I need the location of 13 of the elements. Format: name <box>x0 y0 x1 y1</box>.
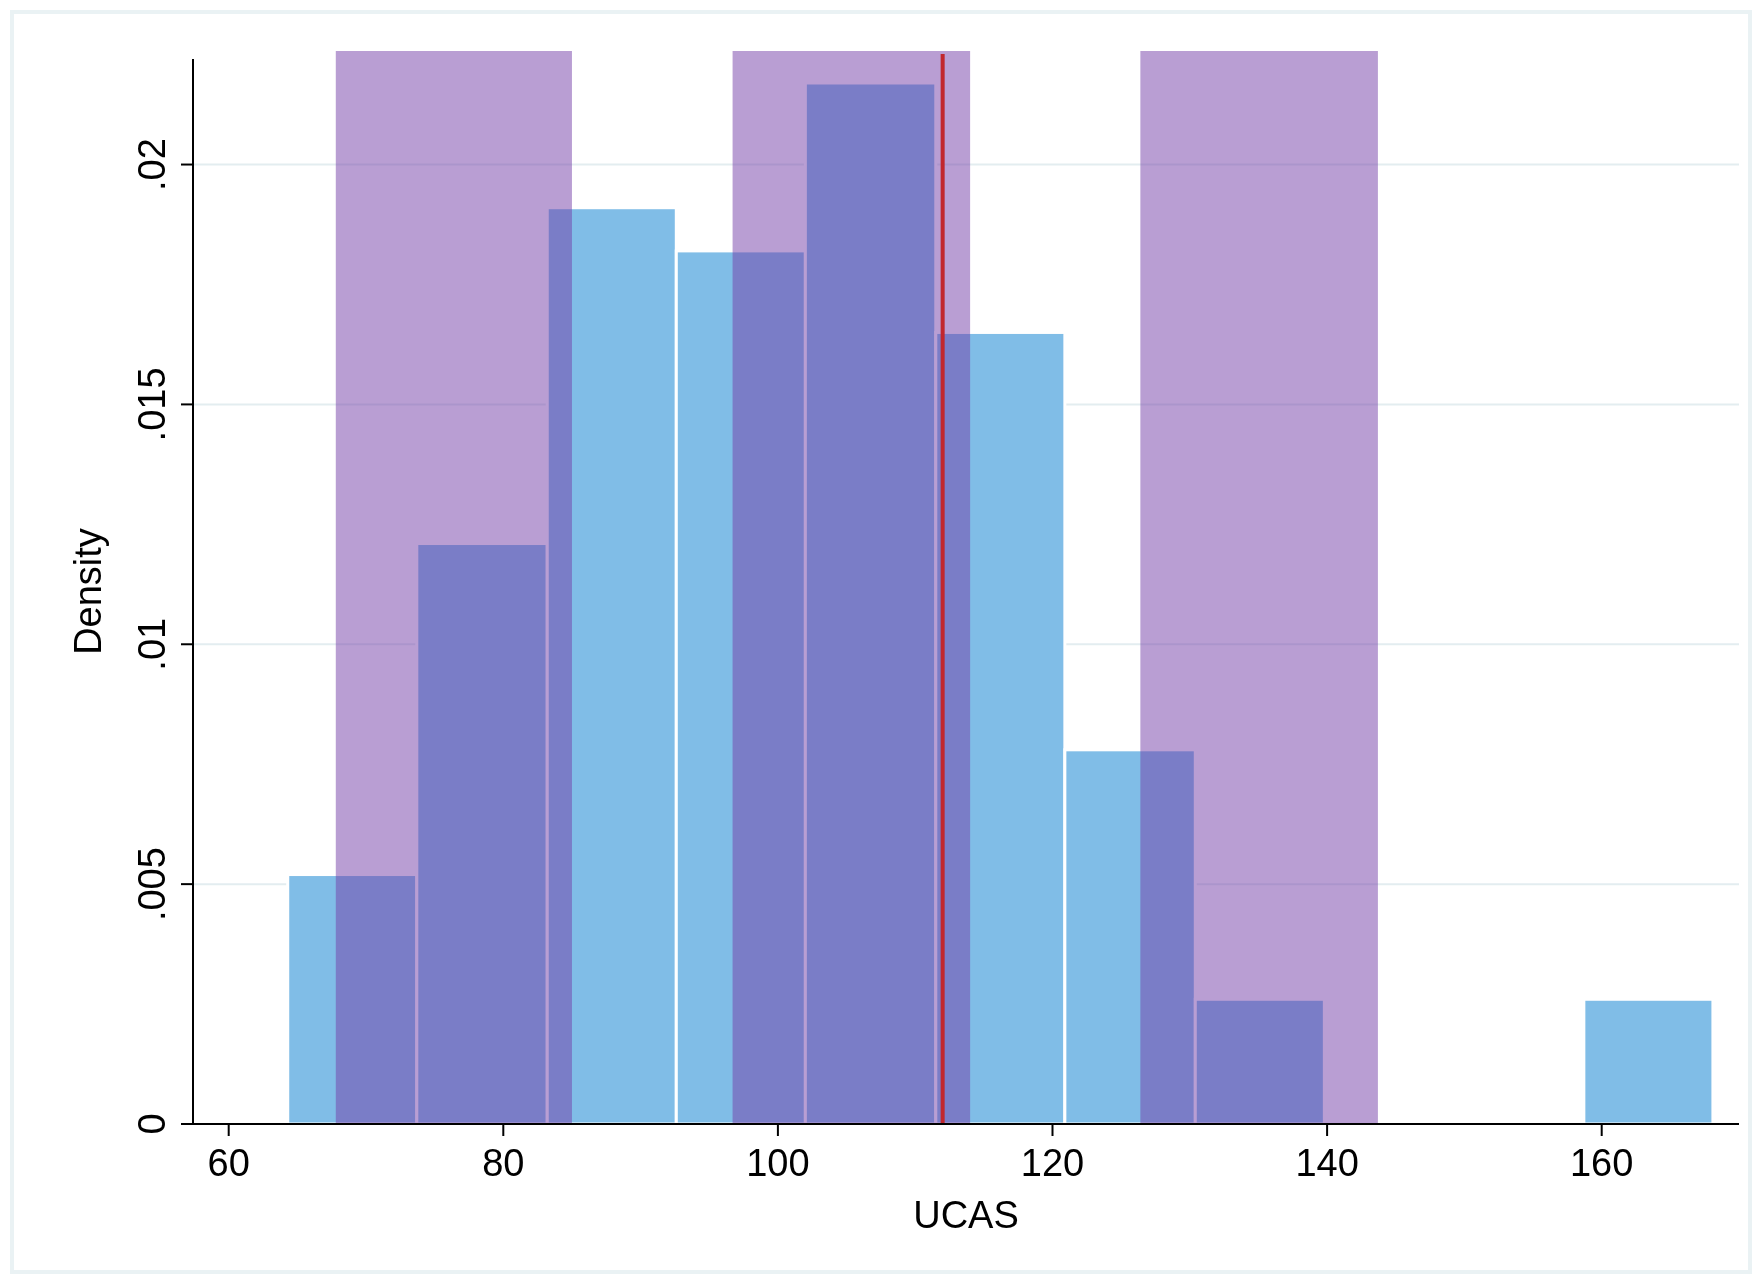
x-tick-label: 160 <box>1570 1142 1634 1184</box>
y-tick-label: .01 <box>131 617 173 671</box>
x-tick-label: 100 <box>746 1142 810 1184</box>
x-axis-title: UCAS <box>913 1194 1019 1236</box>
x-tick-label: 80 <box>482 1142 525 1184</box>
x-tick-label: 120 <box>1020 1142 1085 1184</box>
y-tick-label: .02 <box>131 138 173 191</box>
y-axis-title: Density <box>67 528 109 655</box>
x-tick-label: 140 <box>1295 1142 1359 1184</box>
y-tick-label: .015 <box>131 367 173 442</box>
y-tick-label: .005 <box>131 847 173 922</box>
x-tick-label: 60 <box>207 1142 250 1184</box>
y-tick-label: 0 <box>131 1113 173 1135</box>
